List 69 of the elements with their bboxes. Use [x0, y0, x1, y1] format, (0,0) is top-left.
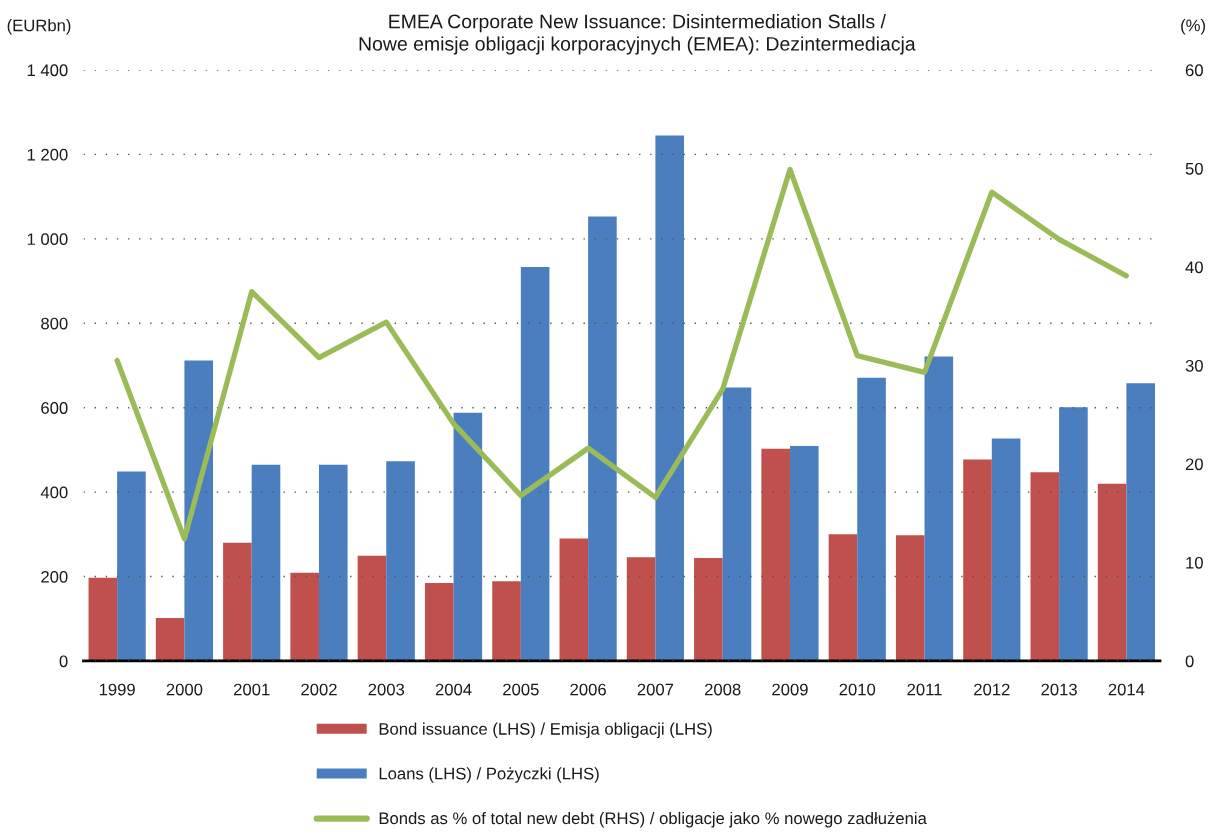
legend-label: Loans (LHS) / Pożyczki (LHS)	[379, 767, 599, 783]
x-tick-label: 2010	[839, 683, 876, 696]
y-tick-label: 1 400	[27, 64, 68, 77]
x-tick-label: 2003	[368, 683, 405, 696]
bar	[184, 360, 214, 661]
bar	[655, 135, 684, 661]
bar	[761, 448, 790, 661]
bar	[963, 459, 992, 661]
bar	[789, 446, 819, 661]
y-tick-label: 400	[40, 486, 68, 499]
y-tick-label: 0	[59, 655, 68, 668]
x-tick-label: 2000	[166, 683, 203, 696]
y-tick-label: 600	[41, 402, 68, 414]
x-tick-label: 2004	[435, 683, 472, 696]
bar	[386, 461, 415, 661]
bar	[117, 471, 146, 661]
y-axis-title: (EURbn)	[7, 19, 71, 35]
y-tick-label: 1 200	[27, 148, 68, 161]
x-tick-label: 2006	[570, 683, 606, 696]
bar	[357, 555, 387, 661]
x-tick-label: 2008	[704, 683, 741, 696]
bar	[991, 438, 1021, 661]
y2-tick-label: 10	[1186, 556, 1203, 569]
bar	[694, 557, 723, 661]
y2-tick-label: 50	[1185, 162, 1203, 175]
y-tick-label: 200	[41, 570, 68, 583]
legend-label: Bond issuance (LHS) / Emisja obligacji (LHS)	[379, 722, 712, 739]
y2-tick-label: 20	[1185, 458, 1203, 471]
bar	[453, 412, 483, 661]
bar	[1030, 472, 1060, 661]
bar	[251, 464, 281, 661]
x-tick-label: 2012	[974, 683, 1010, 696]
bar	[1059, 407, 1088, 661]
bar	[828, 534, 858, 661]
y-tick-label: 1 000	[27, 233, 68, 246]
bar	[88, 577, 118, 661]
bar	[895, 535, 925, 661]
bar	[626, 557, 656, 661]
bar	[155, 617, 185, 661]
bar	[559, 538, 589, 661]
y2-tick-label: 60	[1185, 64, 1203, 77]
bar	[1126, 383, 1155, 661]
x-tick-label: 2005	[503, 683, 539, 696]
bar	[223, 542, 252, 661]
bar	[588, 216, 617, 661]
y2-tick-label: 0	[1185, 655, 1194, 668]
bar	[520, 267, 550, 661]
y2-tick-label: 30	[1185, 359, 1203, 372]
x-tick-label: 2014	[1108, 683, 1145, 696]
legend-label: Bonds as % of total new debt (RHS) / obligacje jako % nowego zadłużenia	[379, 811, 927, 828]
bar	[722, 387, 752, 661]
x-tick-label: 2002	[301, 683, 337, 696]
y2-tick-label: 40	[1185, 261, 1203, 274]
bar	[857, 377, 886, 661]
bar	[290, 572, 319, 661]
chart-title: EMEA Corporate New Issuance: Disintermediation Stalls / Nowe emisje obligacji korporacyjnych (EMEA): Dezintermediacja	[359, 14, 916, 55]
y-tick-label: 800	[41, 317, 68, 330]
bar	[318, 464, 348, 661]
x-tick-label: 2001	[234, 683, 270, 696]
x-tick-label: 2007	[637, 683, 674, 696]
x-tick-label: 2011	[907, 683, 942, 696]
x-tick-label: 1999	[99, 683, 135, 696]
bar	[924, 356, 954, 661]
bar	[492, 581, 521, 661]
y2-axis-title: (%)	[1181, 19, 1205, 35]
bar	[424, 582, 454, 661]
x-tick-label: 2009	[772, 683, 808, 696]
bar	[1097, 483, 1127, 661]
x-tick-label: 2013	[1041, 683, 1077, 696]
